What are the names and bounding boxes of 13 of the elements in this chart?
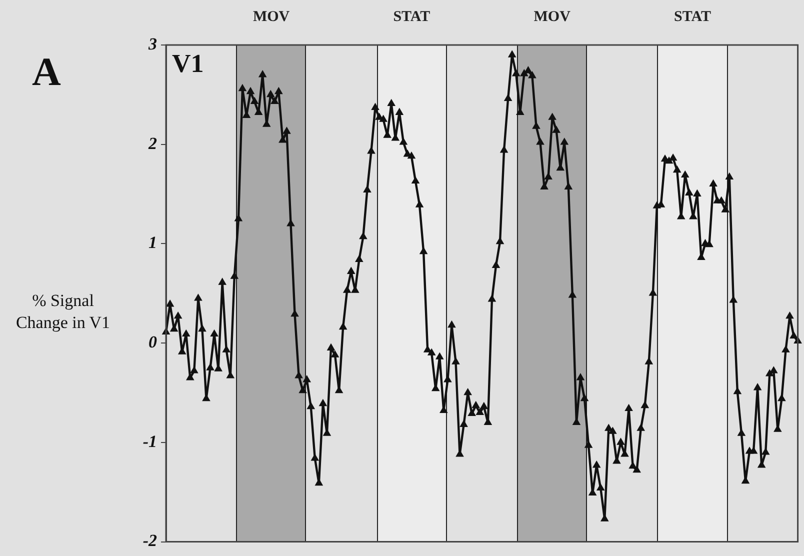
y-tick-label: 2 [148,134,158,153]
text: MOV [252,9,291,26]
annotation: V1 [172,49,204,79]
y-axis-title: % Signal Change in V1 [14,290,112,334]
y-tick-label: -2 [142,531,158,550]
text: A [32,48,61,95]
y-tick-label: -1 [142,432,157,451]
y-tick-label: 3 [148,34,158,54]
text: STAT [392,9,432,26]
text: MOV [532,9,572,26]
y-tick-label: 1 [148,233,157,252]
y-tick-label: 0 [148,332,158,352]
text: STAT [673,9,712,26]
